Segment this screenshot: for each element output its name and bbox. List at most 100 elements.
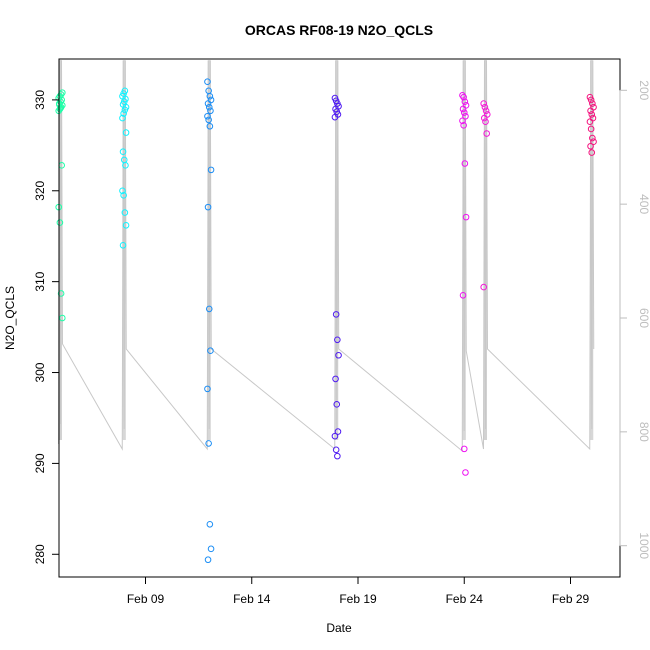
right-tick-label: 400	[637, 194, 650, 214]
data-point	[122, 222, 130, 229]
data-point	[56, 219, 64, 226]
data-point	[205, 116, 212, 124]
data-point	[120, 110, 127, 117]
data-point	[334, 336, 341, 344]
data-point	[589, 134, 596, 142]
data-point	[587, 125, 595, 133]
data-point	[588, 111, 596, 118]
data-point	[332, 375, 339, 383]
data-point	[481, 114, 488, 122]
data-point	[461, 160, 469, 167]
data-point	[459, 117, 466, 125]
series-points	[586, 93, 597, 156]
data-point	[480, 100, 488, 107]
data-point	[204, 556, 212, 564]
data-point	[588, 149, 596, 156]
pressure-trace	[58, 60, 595, 453]
data-point	[586, 118, 594, 126]
data-point	[482, 118, 489, 126]
x-tick-label: Feb 09	[127, 592, 165, 606]
x-axis-label: Date	[326, 621, 352, 635]
pressure-line	[58, 60, 595, 453]
data-point	[587, 96, 595, 104]
data-point	[587, 107, 594, 115]
right-tick-label: 1000	[637, 532, 650, 559]
y-axis: 280 290 300 310 320 330	[33, 90, 60, 564]
data-point	[119, 187, 126, 195]
data-point	[587, 142, 594, 150]
data-point	[459, 92, 466, 99]
data-point	[482, 107, 490, 115]
data-point	[57, 104, 64, 112]
y-tick-label: 320	[33, 180, 47, 200]
data-point	[333, 401, 341, 408]
data-point	[120, 192, 127, 199]
data-point	[57, 91, 65, 98]
data-point	[122, 162, 129, 169]
data-point	[462, 213, 470, 221]
data-point	[206, 92, 214, 100]
data-point	[460, 445, 468, 453]
x-tick-label: Feb 14	[233, 592, 271, 606]
y-tick-label: 310	[33, 271, 47, 291]
data-point	[204, 203, 212, 211]
data-point	[461, 98, 469, 106]
series-points	[331, 94, 342, 460]
data-point	[331, 432, 339, 440]
data-point	[207, 107, 214, 115]
data-point	[331, 113, 339, 121]
data-point	[204, 385, 211, 393]
data-point	[119, 114, 126, 122]
data-point	[460, 122, 467, 129]
data-point	[460, 93, 467, 101]
data-point	[207, 545, 215, 553]
data-point	[480, 283, 488, 291]
data-point	[57, 290, 65, 297]
data-point	[204, 100, 212, 107]
data-point	[334, 452, 341, 460]
series-points	[480, 100, 491, 291]
data-point	[121, 87, 129, 95]
y-tick-label: 300	[33, 362, 47, 382]
data-point	[207, 347, 214, 355]
data-point	[460, 109, 468, 116]
y-tick-label: 280	[33, 544, 47, 564]
x-tick-label: Feb 19	[339, 592, 377, 606]
data-point	[483, 130, 491, 137]
series-points	[204, 78, 215, 564]
data-point	[589, 100, 596, 107]
y-tick-label: 330	[33, 90, 47, 110]
data-point	[204, 78, 211, 86]
data-point	[335, 351, 342, 359]
data-point	[462, 112, 469, 120]
right-axis: 200 400 600 800 1000	[619, 80, 650, 559]
right-tick-label: 800	[637, 422, 650, 442]
data-point	[334, 428, 342, 435]
y-axis-label: N2O_QCLS	[3, 286, 17, 350]
data-point	[119, 241, 127, 249]
data-point	[206, 122, 214, 130]
data-points	[55, 78, 597, 564]
series-points	[119, 87, 130, 249]
x-axis: Feb 09 Feb 14 Feb 19 Feb 24 Feb 29	[127, 576, 590, 606]
x-tick-label: Feb 29	[552, 592, 590, 606]
series-points	[459, 92, 470, 476]
data-point	[204, 112, 211, 120]
y-tick-label: 290	[33, 453, 47, 473]
right-tick-label: 200	[637, 80, 650, 100]
data-point	[205, 305, 213, 313]
data-point	[481, 103, 489, 111]
data-point	[459, 291, 467, 299]
data-point	[119, 148, 127, 155]
data-point	[462, 469, 469, 476]
data-point	[122, 129, 130, 136]
data-point	[121, 209, 129, 216]
plot-box	[58, 58, 621, 578]
data-point	[590, 138, 597, 145]
data-point	[332, 311, 340, 318]
data-point	[206, 520, 214, 528]
data-point	[459, 105, 467, 113]
data-point	[205, 440, 212, 447]
x-tick-label: Feb 24	[446, 592, 484, 606]
